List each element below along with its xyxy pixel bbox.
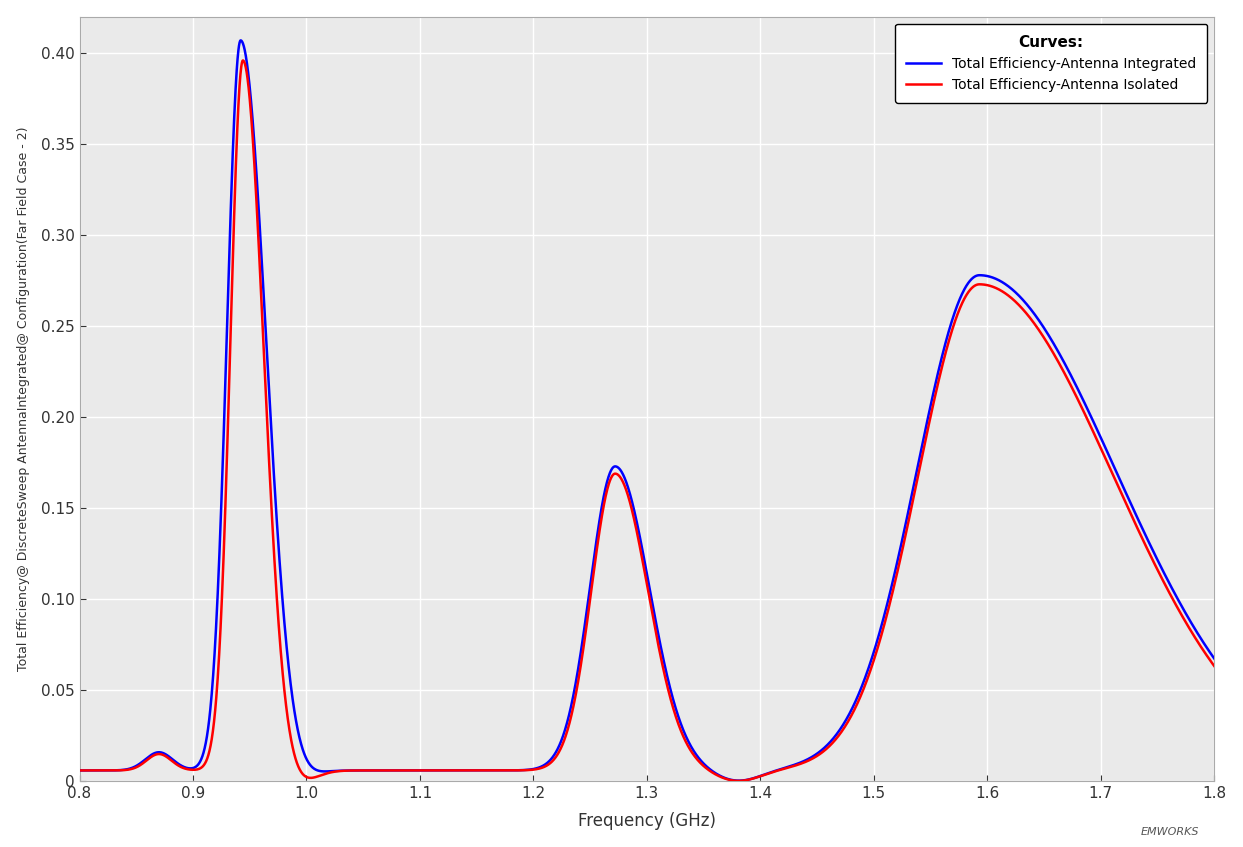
Y-axis label: Total Efficiency@ DiscreteSweep AntennaIntegrated@ Configuration(Far Field Case : Total Efficiency@ DiscreteSweep AntennaI… — [16, 127, 30, 672]
Total Efficiency-Antenna Integrated — [72, 766, 87, 776]
Total Efficiency-Antenna Integrated — [234, 36, 249, 46]
Total Efficiency-Antenna Isolated — [731, 776, 746, 786]
Total Efficiency-Antenna Integrated — [1207, 654, 1222, 664]
Total Efficiency-Antenna Integrated — [1116, 483, 1131, 493]
Total Efficiency-Antenna Isolated — [558, 731, 573, 741]
Total Efficiency-Antenna Integrated — [897, 524, 912, 534]
Total Efficiency-Antenna Isolated — [897, 535, 912, 545]
Total Efficiency-Antenna Isolated — [72, 766, 87, 776]
Total Efficiency-Antenna Isolated — [1116, 493, 1131, 503]
Line: Total Efficiency-Antenna Isolated: Total Efficiency-Antenna Isolated — [80, 60, 1214, 781]
X-axis label: Frequency (GHz): Frequency (GHz) — [578, 812, 716, 830]
Total Efficiency-Antenna Isolated — [235, 55, 250, 65]
Total Efficiency-Antenna Isolated — [549, 751, 564, 761]
Total Efficiency-Antenna Isolated — [1172, 607, 1187, 617]
Total Efficiency-Antenna Isolated — [612, 471, 626, 481]
Legend: Total Efficiency-Antenna Integrated, Total Efficiency-Antenna Isolated: Total Efficiency-Antenna Integrated, Tot… — [895, 24, 1207, 102]
Text: EMWORKS: EMWORKS — [1141, 827, 1199, 837]
Total Efficiency-Antenna Integrated — [612, 463, 626, 473]
Total Efficiency-Antenna Integrated — [732, 776, 747, 786]
Line: Total Efficiency-Antenna Integrated: Total Efficiency-Antenna Integrated — [80, 41, 1214, 781]
Total Efficiency-Antenna Integrated — [1172, 598, 1187, 608]
Total Efficiency-Antenna Integrated — [549, 746, 564, 756]
Total Efficiency-Antenna Isolated — [1207, 661, 1222, 671]
Total Efficiency-Antenna Integrated — [558, 722, 573, 733]
